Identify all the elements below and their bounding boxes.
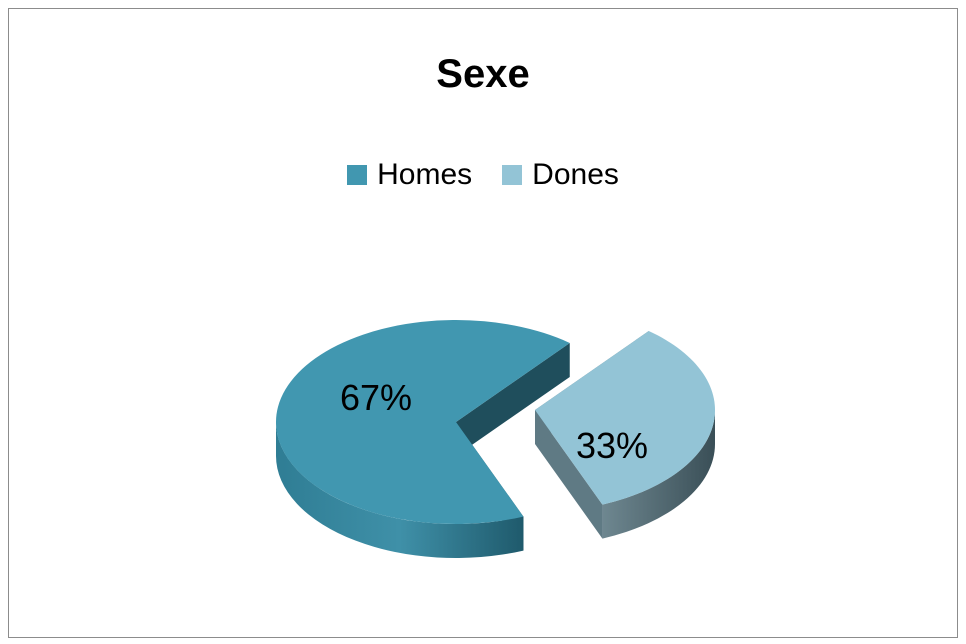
slice-dones <box>535 330 715 505</box>
slice-label-homes: 67% <box>340 377 412 418</box>
legend-swatch-homes <box>347 165 368 185</box>
slice-homes <box>276 320 570 524</box>
legend-swatch-dones <box>502 165 523 185</box>
slice-wall-dones-1 <box>535 410 603 539</box>
slice-label-dones: 33% <box>576 425 648 466</box>
legend-item-dones: Dones <box>502 158 619 192</box>
legend: Homes Dones <box>0 158 966 192</box>
slice-side-dones <box>602 410 715 539</box>
legend-label-homes: Homes <box>377 158 473 191</box>
legend-item-homes: Homes <box>347 158 472 192</box>
chart-title: Sexe <box>436 52 530 96</box>
slice-side-homes <box>276 422 524 559</box>
slice-wall-homes-1 <box>456 342 570 456</box>
legend-label-dones: Dones <box>532 158 619 191</box>
